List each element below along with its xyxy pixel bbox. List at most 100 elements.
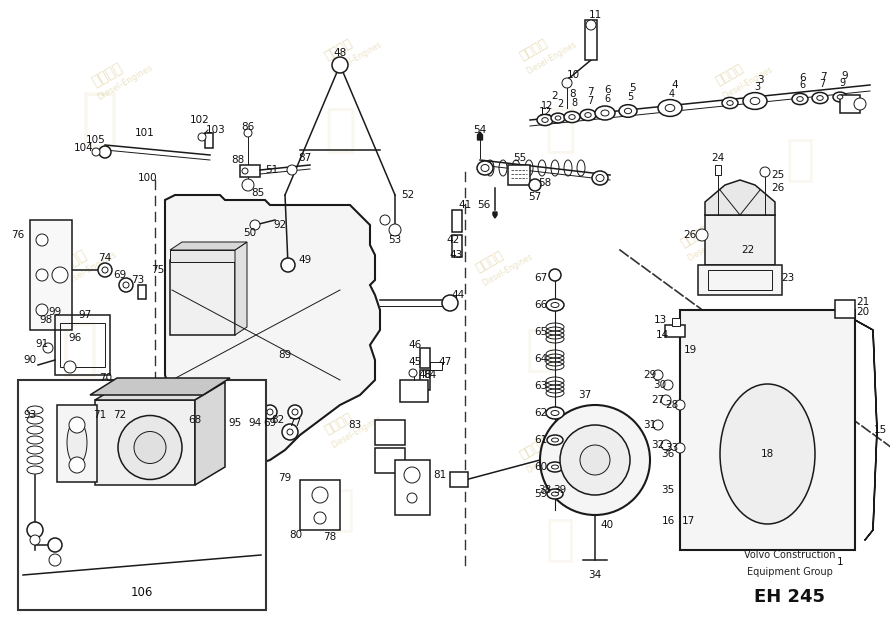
Text: 49: 49 bbox=[298, 255, 312, 265]
Ellipse shape bbox=[547, 489, 563, 499]
Text: 71: 71 bbox=[93, 410, 107, 420]
Text: 82: 82 bbox=[271, 415, 285, 425]
Bar bbox=[138, 285, 146, 299]
Ellipse shape bbox=[552, 438, 559, 442]
Ellipse shape bbox=[580, 110, 596, 121]
Text: Volvo Construction: Volvo Construction bbox=[744, 550, 836, 560]
Text: 18: 18 bbox=[761, 449, 774, 459]
Text: 101: 101 bbox=[135, 128, 155, 138]
Circle shape bbox=[36, 234, 48, 246]
Circle shape bbox=[282, 424, 298, 440]
Circle shape bbox=[404, 467, 420, 483]
Text: 61: 61 bbox=[534, 435, 547, 445]
Ellipse shape bbox=[619, 105, 637, 117]
Text: 96: 96 bbox=[69, 333, 82, 343]
Text: 37: 37 bbox=[578, 390, 592, 400]
Bar bbox=[420, 370, 430, 390]
Ellipse shape bbox=[601, 110, 609, 116]
Circle shape bbox=[98, 263, 112, 277]
Text: 11: 11 bbox=[588, 10, 602, 20]
Text: 42: 42 bbox=[447, 235, 459, 245]
Text: 77: 77 bbox=[288, 418, 302, 428]
Circle shape bbox=[92, 148, 100, 156]
Text: 柴发动力: 柴发动力 bbox=[518, 37, 550, 63]
Text: 80: 80 bbox=[289, 530, 303, 540]
Text: 69: 69 bbox=[263, 418, 277, 428]
Polygon shape bbox=[705, 180, 775, 215]
Ellipse shape bbox=[67, 420, 87, 465]
Bar bbox=[705, 215, 775, 265]
Circle shape bbox=[287, 165, 297, 175]
Text: 79: 79 bbox=[279, 473, 292, 483]
Text: 23: 23 bbox=[781, 273, 795, 283]
Ellipse shape bbox=[551, 411, 559, 416]
Text: 8: 8 bbox=[570, 89, 577, 99]
Ellipse shape bbox=[812, 92, 828, 103]
Ellipse shape bbox=[552, 465, 559, 469]
Text: 25: 25 bbox=[772, 170, 785, 180]
Text: 14: 14 bbox=[655, 330, 668, 340]
Circle shape bbox=[653, 420, 663, 430]
Ellipse shape bbox=[750, 97, 760, 105]
Text: 动: 动 bbox=[544, 104, 576, 156]
Circle shape bbox=[540, 405, 650, 515]
Circle shape bbox=[232, 409, 238, 415]
Circle shape bbox=[252, 409, 258, 415]
Circle shape bbox=[529, 179, 541, 191]
Bar bbox=[835, 300, 855, 318]
Circle shape bbox=[36, 269, 48, 281]
Text: 3: 3 bbox=[756, 75, 764, 85]
Bar bbox=[840, 95, 860, 113]
Bar bbox=[452, 235, 462, 257]
Text: 柴发动力: 柴发动力 bbox=[251, 224, 283, 250]
Circle shape bbox=[312, 487, 328, 503]
Circle shape bbox=[442, 295, 458, 311]
Text: 40: 40 bbox=[601, 520, 613, 530]
Text: 67: 67 bbox=[534, 273, 547, 283]
Circle shape bbox=[292, 409, 298, 415]
Text: 81: 81 bbox=[433, 470, 447, 480]
Circle shape bbox=[118, 416, 182, 480]
Text: 7: 7 bbox=[819, 79, 825, 89]
Text: 55: 55 bbox=[514, 153, 527, 163]
Text: 94: 94 bbox=[248, 418, 262, 428]
Text: 柴发动力: 柴发动力 bbox=[322, 411, 354, 437]
Bar bbox=[585, 20, 597, 60]
Text: 46: 46 bbox=[409, 340, 422, 350]
Text: 26: 26 bbox=[772, 183, 785, 193]
Bar bbox=[452, 210, 462, 232]
Bar bbox=[672, 318, 680, 326]
Text: 3: 3 bbox=[754, 82, 760, 92]
Ellipse shape bbox=[658, 100, 682, 117]
Text: 85: 85 bbox=[251, 188, 264, 198]
Bar bbox=[430, 362, 442, 370]
Text: 17: 17 bbox=[682, 516, 694, 526]
Text: 柴发动力: 柴发动力 bbox=[473, 249, 506, 275]
Text: Diesel-Engines: Diesel-Engines bbox=[525, 40, 579, 76]
Ellipse shape bbox=[720, 384, 815, 524]
Text: 93: 93 bbox=[23, 410, 36, 420]
Circle shape bbox=[675, 443, 685, 453]
Text: 33: 33 bbox=[666, 443, 679, 453]
Ellipse shape bbox=[537, 115, 553, 126]
Bar bbox=[375, 448, 405, 473]
Text: 97: 97 bbox=[78, 310, 92, 320]
Polygon shape bbox=[195, 382, 225, 485]
Text: Diesel-Engines: Diesel-Engines bbox=[329, 414, 383, 450]
Bar bbox=[60, 323, 105, 367]
Text: 6: 6 bbox=[800, 73, 806, 83]
Text: 106: 106 bbox=[131, 586, 153, 599]
Circle shape bbox=[69, 457, 85, 473]
Text: 47: 47 bbox=[439, 357, 451, 367]
Circle shape bbox=[242, 179, 254, 191]
Text: 35: 35 bbox=[661, 485, 675, 495]
Ellipse shape bbox=[743, 93, 767, 110]
Ellipse shape bbox=[797, 97, 803, 102]
Bar bbox=[400, 380, 428, 402]
Text: 26: 26 bbox=[684, 230, 697, 240]
Ellipse shape bbox=[546, 299, 564, 311]
Bar bbox=[180, 408, 188, 416]
Text: 15: 15 bbox=[873, 425, 886, 435]
Text: 73: 73 bbox=[132, 275, 144, 285]
Text: 21: 21 bbox=[856, 297, 870, 307]
